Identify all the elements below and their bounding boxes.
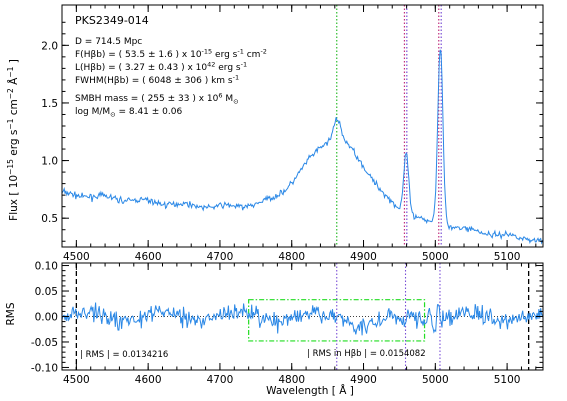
flux-axis-label: Flux [ 10−15 erg s−1 cm−2 Å−1 ] (6, 59, 20, 221)
top-xtick-label: 5000 (422, 251, 449, 263)
info-line-l-h-b-: L(Hβb) = ( 3.27 ± 0.43 ) x 1042 erg s-1 (75, 61, 247, 74)
top-xtick-label: 4900 (350, 251, 377, 263)
top-ytick-label: 2.0 (41, 40, 58, 52)
wavelength-axis-label: Wavelength [ Å ] (266, 384, 354, 397)
top-xtick-label: 4700 (207, 251, 234, 263)
bottom-ytick-label: 0.10 (35, 261, 58, 273)
top-xtick-label: 4500 (63, 251, 90, 263)
rms-value-label: | RMS | = 0.0134216 (80, 350, 168, 360)
info-line-log-m-m: log M/M⊙ = 8.41 ± 0.06 (75, 107, 182, 119)
info-line-f-h-b-: F(Hβb) = ( 53.5 ± 1.6 ) x 10-15 erg s-1 … (75, 48, 267, 61)
bottom-xtick-label: 5000 (422, 374, 449, 386)
top-xtick-label: 4800 (278, 251, 305, 263)
info-line-fwhm-h-b-: FWHM(Hβb) = ( 6048 ± 306 ) km s-1 (75, 74, 239, 87)
info-line-d: D = 714.5 Mpc (75, 37, 142, 47)
bottom-xtick-label: 4600 (135, 374, 162, 386)
object-name: PKS2349-014 (75, 14, 149, 27)
top-ytick-label: 1.5 (41, 98, 58, 110)
rms-hb-value-label: | RMS in Hβb | = 0.0154082 (307, 349, 426, 359)
top-ytick-label: 1.0 (41, 156, 58, 168)
bottom-xtick-label: 5100 (494, 374, 521, 386)
bottom-xtick-label: 4900 (350, 374, 377, 386)
bottom-xtick-label: 4800 (278, 374, 305, 386)
series-residual (62, 302, 543, 336)
top-xtick-label: 4600 (135, 251, 162, 263)
bottom-ytick-label: -0.10 (31, 362, 58, 374)
top-ytick-label: 0.5 (41, 213, 58, 225)
bottom-ytick-label: 0.05 (35, 286, 58, 298)
bottom-xtick-label: 4700 (207, 374, 234, 386)
bottom-xtick-label: 4500 (63, 374, 90, 386)
rms-axis-label: RMS (5, 302, 17, 325)
info-line-smbh-mass: SMBH mass = ( 255 ± 33 ) x 106 M⊙ (75, 92, 239, 106)
bottom-ytick-label: 0.00 (35, 312, 58, 324)
series-observed (62, 49, 543, 245)
bottom-ytick-label: -0.05 (31, 337, 58, 349)
residual-panel: 4500 4600 4700 4800 4900 5000 5100 -0.10 -0.05 0.… (31, 261, 544, 386)
spectrum-panel: 4500 4600 4700 4800 4900 5000 5100 0.5 1.0 1.5 2.0… (41, 4, 544, 263)
top-xtick-label: 5100 (494, 251, 521, 263)
